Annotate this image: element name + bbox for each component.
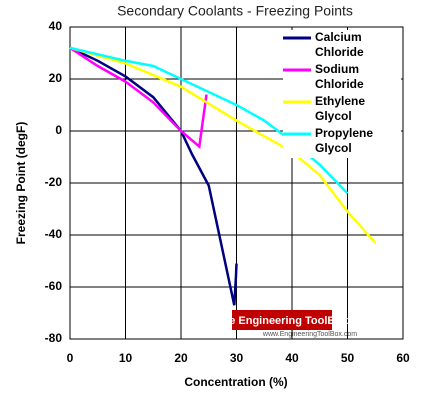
x-tick-label: 60: [396, 351, 410, 365]
y-tick-label: 20: [49, 71, 63, 85]
legend-item: Sodium Chloride: [283, 62, 401, 92]
line-series: [69, 46, 238, 306]
legend-label: Calcium Chloride: [315, 30, 364, 59]
x-tick-label: 10: [119, 351, 133, 365]
x-tick-label: 20: [174, 351, 188, 365]
legend-item: Ethylene Glycol: [283, 94, 401, 124]
legend-label: Propylene Glycol: [315, 126, 374, 155]
x-tick-label: 40: [285, 351, 299, 365]
watermark-url: www.EngineeringToolBox.com: [262, 331, 357, 338]
y-tick-label: -60: [45, 279, 63, 293]
y-tick-label: -20: [45, 175, 63, 189]
legend-swatch: [283, 36, 311, 40]
y-axis-label: Freezing Point (degF): [14, 122, 28, 245]
line-series: [69, 46, 377, 244]
x-tick-label: 50: [341, 351, 355, 365]
chart-title: Secondary Coolants - Freezing Points: [117, 3, 353, 19]
watermark: The Engineering ToolBox: [216, 315, 349, 327]
legend-item: Calcium Chloride: [283, 30, 401, 60]
legend-swatch: [283, 68, 311, 72]
x-axis-label: Concentration (%): [184, 375, 287, 389]
legend-label: Sodium Chloride: [315, 62, 364, 91]
watermark-box: [232, 310, 332, 330]
y-tick-label: -80: [45, 331, 63, 345]
legend-label: Ethylene Glycol: [315, 94, 366, 123]
legend-swatch: [283, 132, 311, 136]
legend-item: Propylene Glycol: [283, 126, 401, 156]
y-tick-label: -40: [45, 227, 63, 241]
x-tick-label: 30: [230, 351, 244, 365]
y-tick-label: 40: [49, 19, 63, 33]
line-series: [69, 46, 208, 150]
x-tick-label: 0: [67, 351, 74, 365]
y-tick-label: 0: [55, 123, 62, 137]
legend-swatch: [283, 100, 311, 104]
legend: Calcium Chloride Sodium Chloride Ethylene …: [283, 30, 401, 158]
